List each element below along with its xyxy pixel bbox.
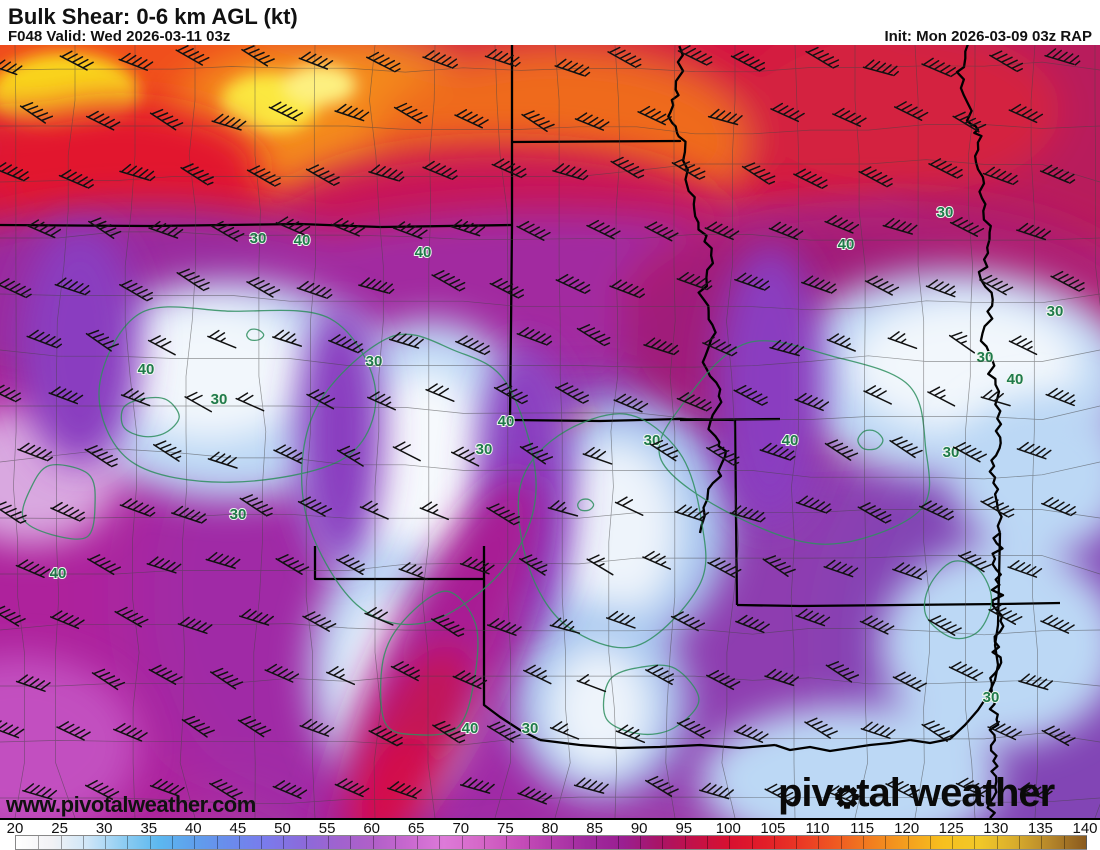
svg-text:40: 40: [498, 413, 515, 430]
svg-text:30: 30: [476, 441, 493, 458]
svg-text:30: 30: [977, 349, 994, 366]
svg-text:30: 30: [250, 230, 267, 247]
svg-text:40: 40: [138, 361, 155, 378]
svg-text:30: 30: [983, 689, 1000, 706]
svg-text:30: 30: [644, 432, 661, 449]
svg-text:40: 40: [782, 432, 799, 449]
svg-text:30: 30: [937, 204, 954, 221]
svg-text:30: 30: [211, 391, 228, 408]
svg-text:40: 40: [1007, 371, 1024, 388]
svg-text:30: 30: [1047, 303, 1064, 320]
svg-text:30: 30: [522, 720, 539, 737]
svg-text:40: 40: [838, 236, 855, 253]
